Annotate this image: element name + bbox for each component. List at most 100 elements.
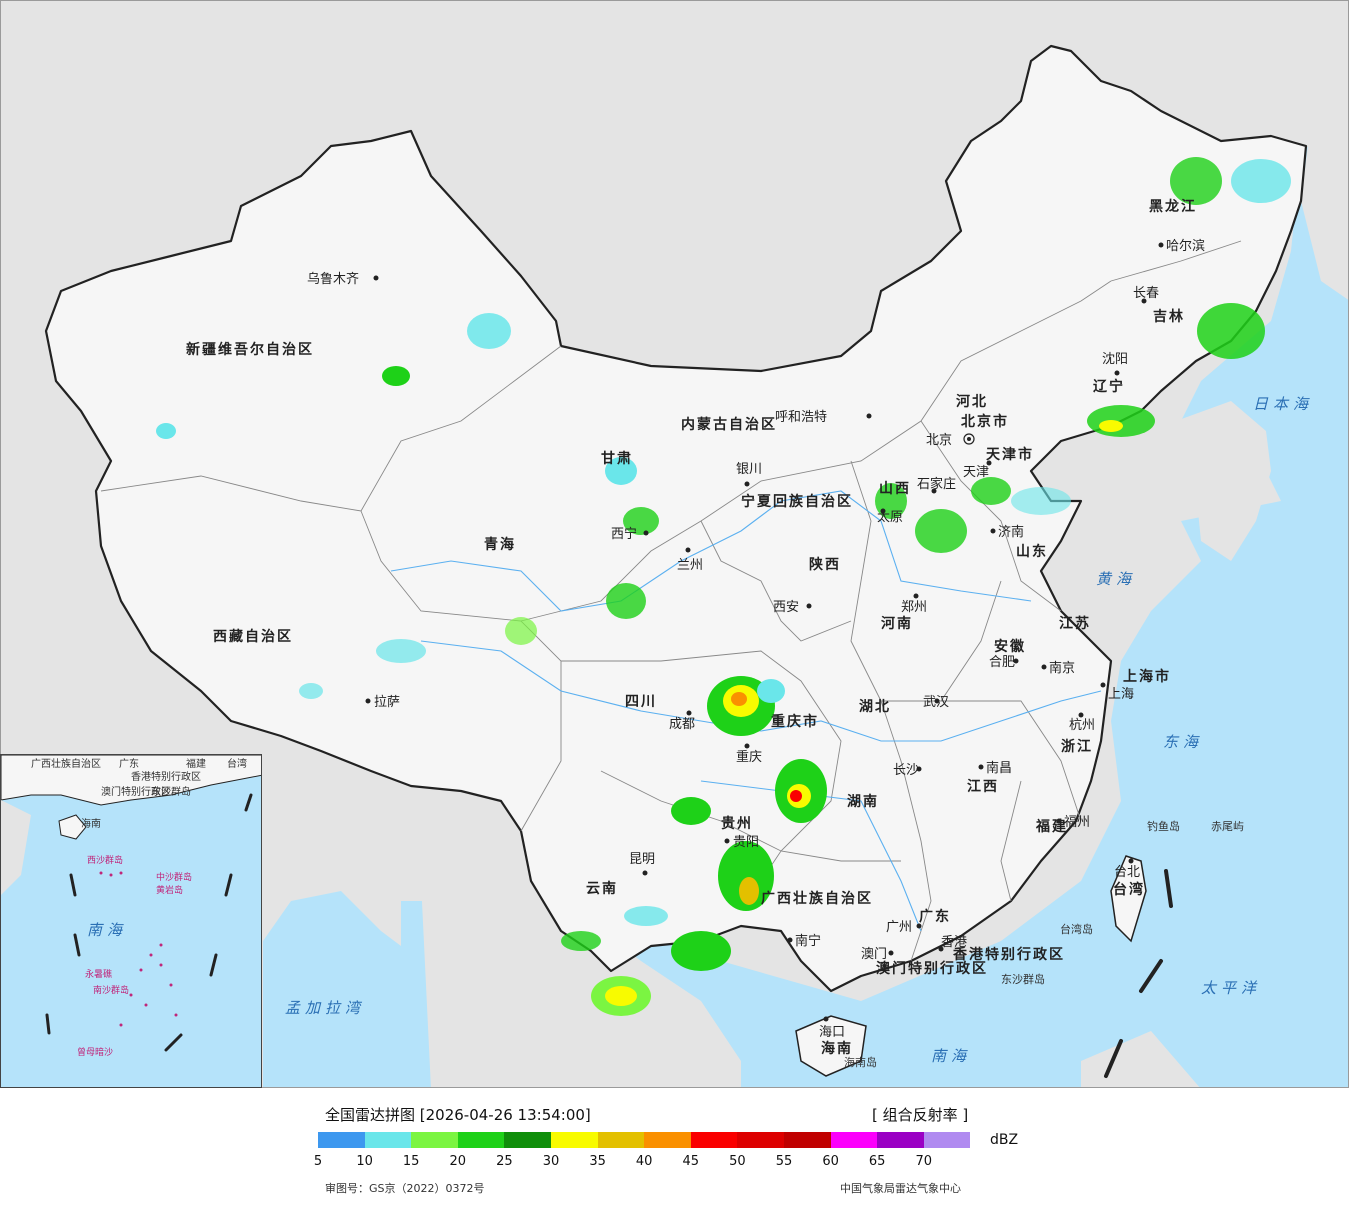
city-label: 石家庄 <box>917 476 956 492</box>
province-label: 澳门特别行政区 <box>876 960 988 977</box>
inset-canvas: 广西壮族自治区 广东 福建 台湾 香港特别行政区 澳门特别行政区 海南 东沙群岛… <box>1 755 261 1058</box>
inset-sea-label: 南海 <box>87 921 127 939</box>
color-scale-tick: 20 <box>449 1154 467 1169</box>
province-label: 香港特别行政区 <box>952 946 1065 963</box>
inset-label: 永暑礁 <box>85 968 112 980</box>
province-label: 河北 <box>956 393 988 410</box>
data-source: 中国气象局雷达气象中心 <box>840 1182 961 1195</box>
city-label: 贵阳 <box>733 835 759 850</box>
sea-label: 日本海 <box>1253 395 1313 413</box>
inset-label: 曾母暗沙 <box>77 1046 113 1058</box>
inset-label: 西沙群岛 <box>87 854 123 866</box>
color-scale-tick: 25 <box>496 1154 513 1169</box>
sea-label: 孟加拉湾 <box>285 999 365 1017</box>
color-scale-tick: 65 <box>868 1154 886 1169</box>
island-label: 赤尾屿 <box>1211 820 1244 833</box>
city-label: 南宁 <box>795 933 821 949</box>
map-approval-number: 审图号：GS京（2022）0372号 <box>325 1182 485 1195</box>
radar-echoes <box>156 157 1291 1016</box>
city-label: 北京 <box>926 433 952 448</box>
province-label: 贵州 <box>721 815 753 832</box>
map-canvas: 新疆维吾尔自治区 西藏自治区 青海 内蒙古自治区 黑龙江 吉林 辽宁 甘肃 宁夏… <box>44 44 1348 1087</box>
inset-dashes <box>45 793 253 1052</box>
province-label: 天津市 <box>986 446 1034 463</box>
rivers <box>390 490 1102 932</box>
color-scale-tick: 10 <box>356 1154 373 1169</box>
city-label: 太原 <box>877 510 903 525</box>
legend-panel: 全国雷达拼图 [2026-04-26 13:54:00] [ 组合反射率 ] 5… <box>0 1088 1349 1208</box>
color-scale-tick: 60 <box>822 1154 839 1169</box>
province-label: 江苏 <box>1059 615 1091 632</box>
city-label: 呼和浩特 <box>775 410 827 425</box>
city-label: 乌鲁木齐 <box>307 271 359 287</box>
province-label: 湖北 <box>859 699 891 715</box>
province-label: 宁夏回族自治区 <box>741 493 853 510</box>
province-label: 上海市 <box>1123 668 1171 685</box>
province-label: 山东 <box>1016 543 1048 560</box>
color-scale-tick: 70 <box>915 1154 933 1169</box>
sea-label: 太平洋 <box>1201 979 1261 997</box>
inset-indochina <box>1 800 31 895</box>
color-scale-tick: 15 <box>402 1154 420 1169</box>
city-label: 南昌 <box>986 760 1012 776</box>
ocean <box>401 122 1348 1087</box>
city-label: 合肥 <box>989 655 1015 670</box>
city-label: 广州 <box>886 920 912 935</box>
inset-label: 广西壮族自治区 <box>31 757 101 770</box>
island-labels: 钓鱼岛 赤尾屿 台湾岛 东沙群岛 海南岛 <box>844 819 1244 1069</box>
province-label: 海南 <box>821 1040 853 1057</box>
province-label: 云南 <box>586 880 618 897</box>
city-label: 海口 <box>819 1025 845 1040</box>
island-label: 海南岛 <box>844 1055 877 1069</box>
city-label: 重庆 <box>736 749 762 765</box>
city-labels: 乌鲁木齐 拉萨 西宁 兰州 银川 呼和浩特 北京 天津 石家庄 太原 济南 郑州… <box>307 238 1205 1040</box>
inset-label: 海南 <box>81 817 101 830</box>
color-scale-segment <box>737 1132 784 1148</box>
island-label: 台湾岛 <box>1060 922 1093 936</box>
province-label: 吉林 <box>1153 308 1185 325</box>
korea-japan-land <box>1176 401 1271 561</box>
city-label: 台北 <box>1114 865 1140 880</box>
inset-label: 南沙群岛 <box>93 984 129 996</box>
city-label: 拉萨 <box>374 695 400 710</box>
city-label: 成都 <box>669 717 695 732</box>
inset-hainan <box>58 814 87 840</box>
province-labels: 新疆维吾尔自治区 西藏自治区 青海 内蒙古自治区 黑龙江 吉林 辽宁 甘肃 宁夏… <box>186 198 1197 1057</box>
island-label: 钓鱼岛 <box>1147 819 1180 833</box>
radar-map[interactable]: 新疆维吾尔自治区 西藏自治区 青海 内蒙古自治区 黑龙江 吉林 辽宁 甘肃 宁夏… <box>0 0 1349 1088</box>
inset-label: 台湾 <box>227 757 247 770</box>
city-label: 昆明 <box>629 852 655 867</box>
sea-label: 黄海 <box>1096 570 1136 588</box>
island-label: 东沙群岛 <box>1001 972 1045 986</box>
color-scale-segment <box>597 1132 645 1148</box>
city-label: 武汉 <box>923 695 949 710</box>
city-label: 济南 <box>998 524 1024 540</box>
taiwan-land <box>1110 855 1147 943</box>
city-label: 澳门 <box>861 946 887 962</box>
color-scale-segment <box>504 1132 551 1148</box>
sea-label: 东海 <box>1163 733 1203 751</box>
city-label: 哈尔滨 <box>1166 238 1205 254</box>
city-label: 兰州 <box>677 558 703 573</box>
province-label: 青海 <box>484 536 516 553</box>
inset-label: 香港特别行政区 <box>131 770 201 783</box>
province-label: 黑龙江 <box>1149 198 1197 215</box>
sakhalin-land <box>1301 92 1348 300</box>
indochina-land <box>421 881 741 1087</box>
south-china-sea-inset: 广西壮族自治区 广东 福建 台湾 香港特别行政区 澳门特别行政区 海南 东沙群岛… <box>0 754 262 1088</box>
city-label: 香港 <box>941 935 967 950</box>
color-scale-tick: 5 <box>313 1154 323 1169</box>
city-label: 上海 <box>1108 687 1134 702</box>
china-landmass <box>44 44 1308 993</box>
color-scale-tick: 40 <box>635 1154 653 1169</box>
city-label: 西安 <box>773 600 799 615</box>
province-label: 河南 <box>881 615 913 632</box>
province-label: 辽宁 <box>1093 378 1125 395</box>
province-label: 江西 <box>967 778 999 795</box>
inset-label: 中沙群岛 <box>156 871 192 883</box>
inset-label: 澳门特别行政区 <box>101 785 171 798</box>
city-label: 南京 <box>1049 660 1075 676</box>
province-label: 湖南 <box>847 793 879 810</box>
color-scale-tick: 50 <box>729 1154 746 1169</box>
color-scale-segment <box>644 1132 691 1148</box>
